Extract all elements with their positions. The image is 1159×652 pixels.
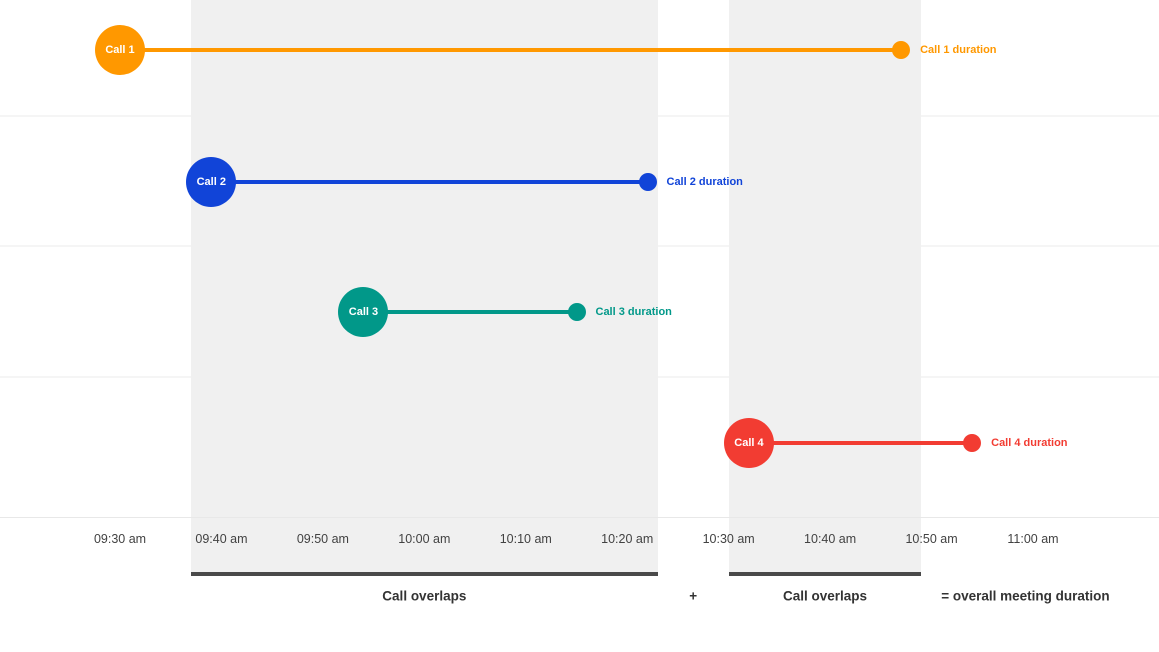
annotation-overall-meeting-duration: = overall meeting duration xyxy=(941,588,1110,604)
annotation-plus: + xyxy=(689,588,698,604)
x-axis-tick-label: 09:30 am xyxy=(93,532,147,546)
call-end-marker xyxy=(892,41,911,59)
x-axis-tick-label: 09:50 am xyxy=(296,532,349,546)
overlap-band xyxy=(191,0,658,572)
call-start-marker: Call 1 xyxy=(95,25,145,75)
call-start-marker: Call 2 xyxy=(186,157,237,207)
annotation-call-overlaps-left: Call overlaps xyxy=(382,588,467,604)
call-line xyxy=(120,48,902,52)
call-duration-label: Call 3 duration xyxy=(595,306,672,318)
overlap-band xyxy=(728,0,922,572)
x-axis-line xyxy=(0,517,1159,518)
x-axis-tick-label: 10:40 am xyxy=(804,532,857,546)
x-axis-tick-label: 09:40 am xyxy=(195,532,248,546)
call-duration-label: Call 4 duration xyxy=(991,437,1068,449)
call-duration-label: Call 2 duration xyxy=(666,176,743,188)
x-axis-tick-label: 10:00 am xyxy=(398,532,451,546)
call-label: Call 4 xyxy=(734,437,764,449)
call-label: Call 3 xyxy=(348,306,379,318)
call-end-marker xyxy=(567,303,586,321)
call-end-marker xyxy=(963,434,982,452)
call-line xyxy=(363,310,577,314)
overlap-underline-bar xyxy=(728,572,922,576)
x-axis-tick-label: 11:00 am xyxy=(1007,532,1059,546)
call-duration-label: Call 1 duration xyxy=(920,44,997,56)
x-axis-tick-label: 10:50 am xyxy=(905,532,958,546)
x-axis-tick-label: 10:10 am xyxy=(499,532,552,546)
call-start-marker: Call 3 xyxy=(338,287,389,337)
call-end-marker xyxy=(638,173,657,191)
call-label: Call 2 xyxy=(196,176,226,188)
overlap-underline-bar xyxy=(191,572,658,576)
annotation-call-overlaps-right: Call overlaps xyxy=(783,588,868,604)
call-start-marker: Call 4 xyxy=(723,418,774,468)
call-label: Call 1 xyxy=(105,44,135,56)
call-line xyxy=(211,180,648,184)
x-axis-tick-label: 10:30 am xyxy=(702,532,755,546)
x-axis-tick-label: 10:20 am xyxy=(601,532,654,546)
call-line xyxy=(748,441,973,445)
